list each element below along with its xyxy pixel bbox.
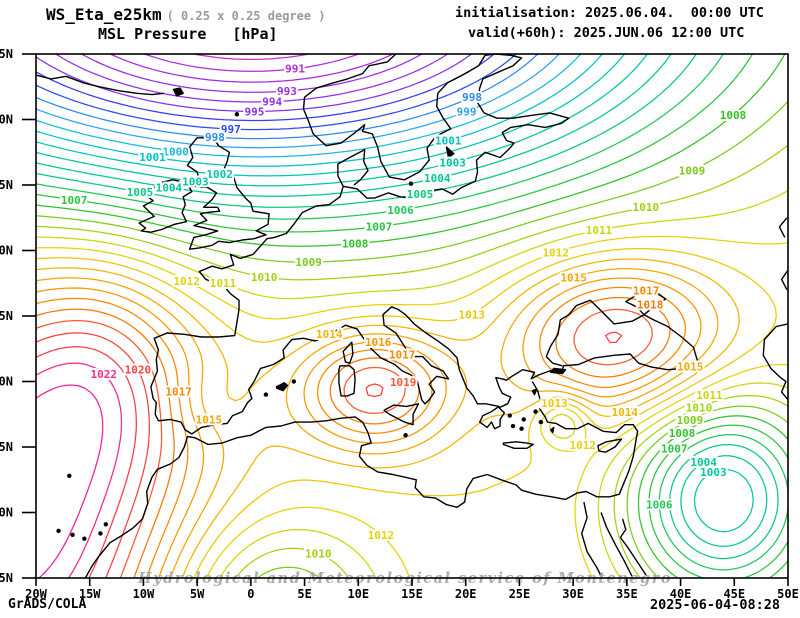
footer-timestamp: 2025-06-04-08:28 [650, 597, 781, 613]
svg-text:1012: 1012 [368, 529, 395, 542]
svg-text:1000: 1000 [162, 145, 189, 158]
model-title: WS_Eta_e25km [46, 5, 162, 24]
x-axis-label: 50E [777, 587, 799, 601]
x-axis-label: 5E [297, 587, 311, 601]
svg-text:1003: 1003 [182, 175, 209, 188]
svg-text:1003: 1003 [439, 157, 466, 170]
y-axis-label: 30N [0, 506, 13, 520]
svg-text:1014: 1014 [316, 328, 343, 341]
svg-text:1010: 1010 [633, 201, 660, 214]
svg-text:1002: 1002 [206, 168, 233, 181]
header-subtitle-row: MSL Pressure [hPa] [98, 25, 278, 43]
x-axis-label: 40E [670, 587, 692, 601]
svg-text:1012: 1012 [173, 275, 200, 288]
svg-text:1015: 1015 [677, 361, 704, 374]
svg-text:1007: 1007 [366, 221, 393, 234]
contour-lines [36, 54, 788, 578]
header-title-row: WS_Eta_e25km ( 0.25 x 0.25 degree ) [46, 5, 326, 24]
valid-line: valid(+60h): 2025.JUN.06 12:00 UTC [468, 25, 745, 41]
y-axis-label: 40N [0, 375, 13, 389]
x-axis-label: 5W [190, 587, 205, 601]
svg-text:1020: 1020 [125, 364, 152, 377]
init-line: initialisation: 2025.06.04. 00:00 UTC [455, 5, 764, 21]
svg-text:991: 991 [285, 63, 305, 76]
x-axis-label: 25E [509, 587, 531, 601]
svg-text:1009: 1009 [677, 414, 704, 427]
svg-text:1013: 1013 [459, 308, 486, 321]
svg-text:1017: 1017 [633, 285, 660, 298]
svg-text:1016: 1016 [365, 336, 392, 349]
svg-text:1006: 1006 [646, 498, 673, 511]
svg-text:1012: 1012 [570, 439, 597, 452]
y-axis-label: 55N [0, 178, 13, 192]
svg-text:1004: 1004 [424, 172, 451, 185]
x-axis-label: 15W [79, 587, 101, 601]
svg-text:1015: 1015 [196, 413, 223, 426]
svg-text:1004: 1004 [156, 181, 183, 194]
y-axis-label: 45N [0, 309, 13, 323]
resolution-note: ( 0.25 x 0.25 degree ) [166, 9, 326, 23]
svg-text:1011: 1011 [586, 224, 613, 237]
svg-text:1022: 1022 [91, 368, 118, 381]
footer-engine: GrADS/COLA [8, 597, 87, 612]
x-axis-label: 20E [455, 587, 477, 601]
svg-text:1005: 1005 [127, 186, 154, 199]
svg-text:1008: 1008 [720, 109, 747, 122]
svg-text:999: 999 [457, 106, 477, 119]
svg-text:1001: 1001 [139, 151, 166, 164]
field-unit: [hPa] [232, 25, 278, 43]
svg-text:1011: 1011 [210, 277, 237, 290]
svg-text:1001: 1001 [435, 135, 462, 148]
svg-text:1007: 1007 [661, 443, 688, 456]
map-frame: 20W 15W 10W 5W 0 5E 10E 15E 20E 25E 30E 35E 40E 45E 50… [0, 47, 799, 601]
x-axis-label: 0 [247, 587, 254, 601]
svg-text:1012: 1012 [542, 247, 569, 260]
svg-text:1008: 1008 [669, 427, 696, 440]
svg-text:997: 997 [221, 123, 241, 136]
svg-text:1011: 1011 [696, 389, 723, 402]
x-axis-label: 30E [562, 587, 584, 601]
svg-text:1010: 1010 [686, 402, 713, 415]
contour-labels: 9919939949959979989989991000100110011002… [59, 61, 748, 563]
x-axis-label: 20W [25, 587, 47, 601]
svg-text:1007: 1007 [61, 194, 88, 207]
svg-text:998: 998 [462, 91, 482, 104]
svg-text:1005: 1005 [407, 188, 434, 201]
svg-text:1004: 1004 [690, 456, 717, 469]
x-axis-label: 35E [616, 587, 638, 601]
x-axis-label: 10W [133, 587, 155, 601]
y-axis-label: 25N [0, 571, 13, 585]
svg-text:1010: 1010 [251, 271, 278, 284]
svg-text:1009: 1009 [679, 165, 706, 178]
y-axis-label: 60N [0, 113, 13, 127]
svg-text:1019: 1019 [390, 376, 417, 389]
svg-text:1015: 1015 [560, 272, 587, 285]
svg-text:993: 993 [277, 85, 297, 98]
y-axis-label: 65N [0, 47, 13, 61]
svg-text:998: 998 [205, 131, 225, 144]
y-axis-label: 50N [0, 244, 13, 258]
svg-text:1017: 1017 [165, 385, 192, 398]
x-axis-label: 10E [347, 587, 369, 601]
svg-text:994: 994 [262, 96, 282, 109]
x-axis-label: 15E [401, 587, 423, 601]
coastlines [36, 54, 788, 578]
svg-text:1014: 1014 [612, 406, 639, 419]
svg-text:1006: 1006 [387, 204, 414, 217]
svg-text:1010: 1010 [305, 547, 332, 560]
svg-text:1013: 1013 [541, 397, 568, 410]
field-name: MSL Pressure [98, 25, 207, 43]
y-axis-label: 35N [0, 440, 13, 454]
svg-text:995: 995 [244, 105, 264, 118]
svg-text:1009: 1009 [295, 256, 322, 269]
svg-text:1017: 1017 [389, 348, 416, 361]
svg-text:1008: 1008 [342, 238, 369, 251]
svg-text:1003: 1003 [700, 466, 727, 479]
svg-text:1018: 1018 [637, 298, 664, 311]
x-axis-label: 45E [723, 587, 745, 601]
